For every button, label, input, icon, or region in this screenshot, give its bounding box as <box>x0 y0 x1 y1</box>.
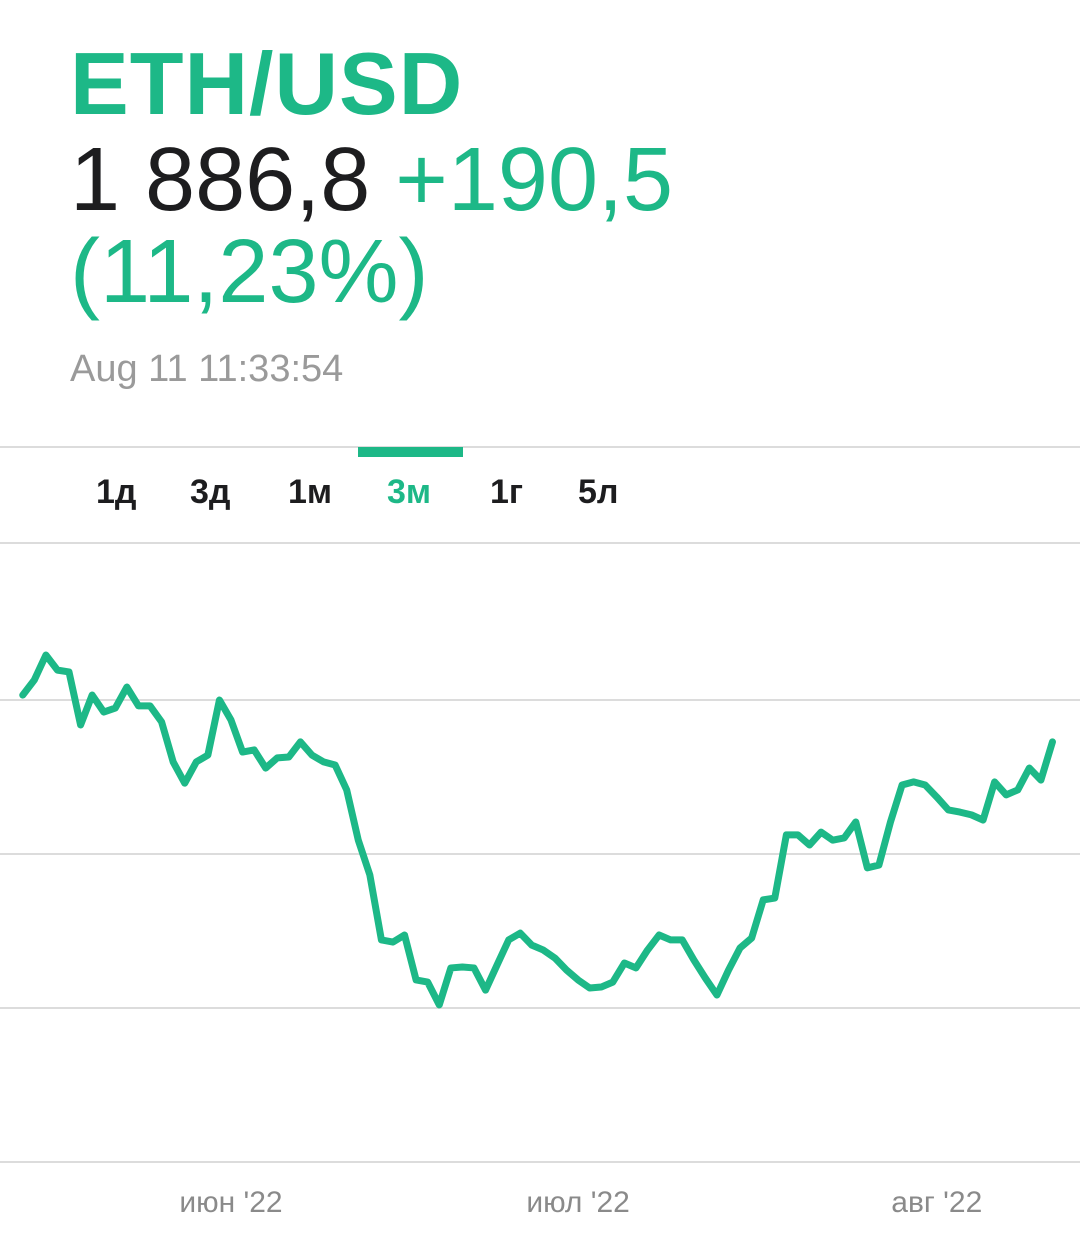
x-tick-label: авг '22 <box>891 1186 982 1219</box>
timeframe-tabs: 1д 3д 1м 3м 1г 5л <box>0 447 1080 543</box>
divider-top <box>0 446 1080 448</box>
price-change-percent: (11,23%) <box>70 222 429 322</box>
ticker-symbol: ETH/USD <box>70 34 464 133</box>
quote-timestamp: Aug 11 11:33:54 <box>70 348 344 390</box>
price-change: +190,5 <box>395 130 674 230</box>
tab-1m[interactable]: 1м <box>288 473 333 511</box>
tab-3d[interactable]: 3д <box>190 473 231 511</box>
active-tab-indicator <box>358 447 463 457</box>
price-line <box>19 651 1056 1009</box>
tab-1d[interactable]: 1д <box>96 473 137 511</box>
current-price: 1 886,8 <box>70 130 371 230</box>
price-quote: 1 886,8 +190,5 (11,23%) <box>70 134 770 318</box>
x-tick-label: июл '22 <box>526 1186 630 1219</box>
price-chart[interactable]: июн '22 июл '22 авг '22 <box>0 545 1080 1249</box>
tab-1y[interactable]: 1г <box>490 473 524 511</box>
tab-3m[interactable]: 3м <box>387 473 432 511</box>
tab-5y[interactable]: 5л <box>578 473 619 511</box>
x-tick-label: июн '22 <box>179 1186 282 1219</box>
divider-bottom <box>0 542 1080 544</box>
